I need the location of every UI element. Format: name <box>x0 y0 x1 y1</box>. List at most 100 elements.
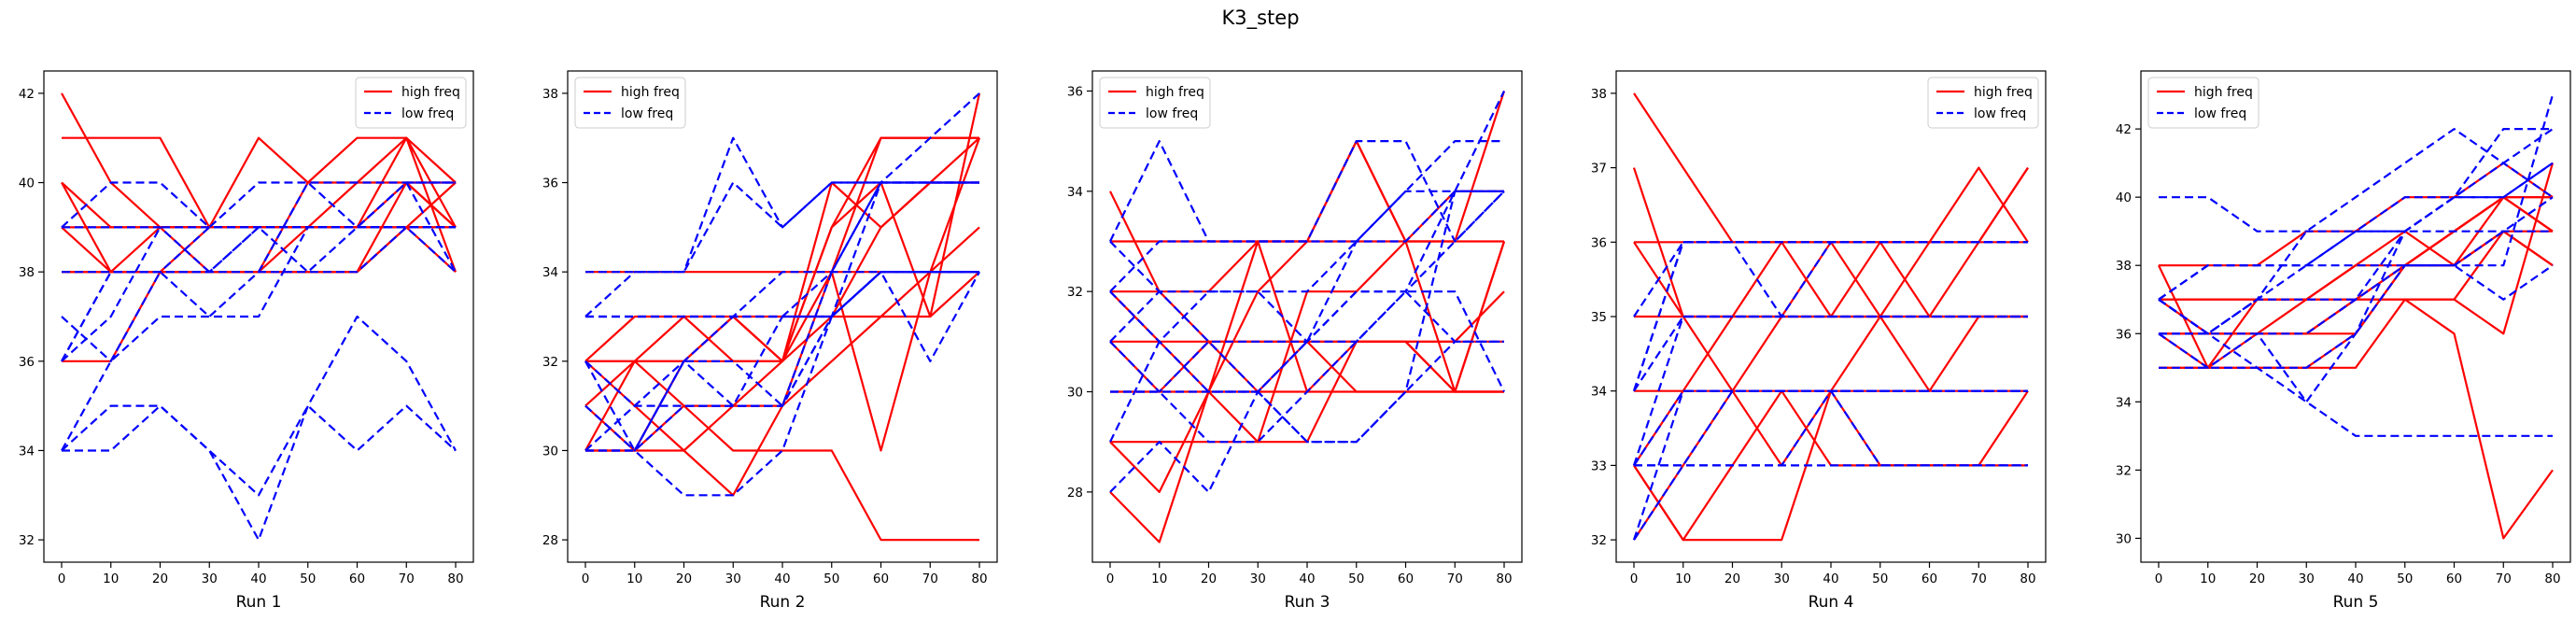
y-tick-label: 42 <box>2116 122 2132 137</box>
series-group <box>2158 94 2555 540</box>
low-freq-line-14 <box>61 226 456 362</box>
x-tick-label: 80 <box>2020 572 2035 586</box>
legend-box <box>2147 77 2259 129</box>
y-tick-label: 36 <box>1067 84 1083 99</box>
low-freq-line-18 <box>2159 162 2554 403</box>
x-tick-label: 20 <box>1201 572 1217 586</box>
x-tick-label: 40 <box>2347 572 2363 586</box>
y-tick-label: 32 <box>1067 285 1083 300</box>
x-axis-label: Run 1 <box>236 593 282 612</box>
low-freq-line-16 <box>1109 190 1504 444</box>
x-tick-label: 60 <box>1921 572 1937 586</box>
legend: high freq low freq <box>1927 77 2039 129</box>
x-tick-label: 30 <box>1774 572 1790 586</box>
legend-box <box>1927 77 2039 129</box>
x-tick-label: 20 <box>1724 572 1740 586</box>
x-tick-label: 80 <box>447 572 463 586</box>
legend: high freq low freq <box>574 77 686 129</box>
y-tick-label: 33 <box>1591 459 1607 473</box>
y-tick-label: 32 <box>19 533 35 548</box>
x-tick-label: 10 <box>1151 572 1167 586</box>
high-freq-line-9 <box>1109 140 1504 494</box>
x-tick-label: 20 <box>152 572 168 586</box>
y-tick-label: 36 <box>2116 327 2132 342</box>
series-group <box>584 92 981 542</box>
low-freq-line-19 <box>1109 190 1504 393</box>
low-freq-line-17 <box>2158 162 2554 335</box>
y-tick-label: 28 <box>542 533 558 548</box>
legend-box <box>355 77 467 129</box>
x-axis-label: Run 5 <box>2333 593 2379 612</box>
legend: high freq low freq <box>355 77 467 129</box>
x-tick-label: 40 <box>1823 572 1838 586</box>
high-freq-line-9 <box>1633 166 2029 541</box>
low-freq-line-12 <box>584 181 979 318</box>
series-group <box>61 92 457 542</box>
low-freq-line-15 <box>1109 340 1504 494</box>
low-freq-line-18 <box>1634 389 2028 467</box>
figure-title: K3_step <box>1221 7 1299 30</box>
y-tick-label: 34 <box>1067 185 1083 200</box>
y-tick-label: 28 <box>1067 486 1083 501</box>
x-tick-label: 20 <box>2249 572 2265 586</box>
series-group <box>1632 92 2029 542</box>
subplot-4: 0 10 20 30 40 50 60 70 80 32 33 34 35 36 37 38 Run 4 high… <box>1591 70 2047 612</box>
high-freq-line-10 <box>1109 240 1504 393</box>
low-freq-line-11 <box>2159 196 2553 233</box>
x-tick-label: 30 <box>2299 572 2315 586</box>
subplot-1: 0 10 20 30 40 50 60 70 80 32 34 36 38 40 42 Run 1 high f… <box>19 70 474 612</box>
low-freq-line-20 <box>585 271 979 318</box>
legend-high-label: high freq <box>401 85 460 100</box>
low-freq-line-13 <box>1109 191 1505 343</box>
low-freq-line-11 <box>61 181 456 229</box>
x-tick-label: 10 <box>626 572 642 586</box>
x-axis-label: Run 3 <box>1285 593 1330 612</box>
x-tick-label: 60 <box>1398 572 1414 586</box>
legend-high-label: high freq <box>1974 85 2033 100</box>
subplot-3: 0 10 20 30 40 50 60 70 80 28 30 32 34 36 Run 3 high fre… <box>1067 70 1523 612</box>
legend-low-label: low freq <box>621 106 673 121</box>
legend-high-label: high freq <box>1146 85 1204 100</box>
x-tick-label: 0 <box>2155 572 2163 586</box>
high-freq-line-5 <box>1109 340 1504 393</box>
y-tick-label: 34 <box>1591 385 1607 400</box>
panels: 0 10 20 30 40 50 60 70 80 32 34 36 38 40 42 Run 1 high f… <box>19 70 2571 612</box>
legend: high freq low freq <box>1099 77 1211 129</box>
low-freq-line-15 <box>61 404 457 497</box>
x-tick-label: 50 <box>823 572 839 586</box>
high-freq-line-8 <box>2158 196 2553 369</box>
low-freq-line-15 <box>2158 298 2553 437</box>
x-axis-label: Run 4 <box>1809 593 1854 612</box>
x-tick-label: 60 <box>873 572 889 586</box>
x-tick-label: 30 <box>725 572 741 586</box>
low-freq-line-18 <box>61 226 456 452</box>
legend-low-label: low freq <box>401 106 454 121</box>
low-freq-line-20 <box>61 226 456 362</box>
low-freq-line-15 <box>585 271 980 497</box>
x-tick-label: 70 <box>922 572 938 586</box>
high-freq-line-10 <box>585 181 979 362</box>
x-tick-label: 30 <box>202 572 218 586</box>
y-tick-label: 40 <box>19 176 35 191</box>
x-axis-label: Run 2 <box>760 593 806 612</box>
y-tick-label: 38 <box>542 87 558 102</box>
high-freq-line-1 <box>2159 162 2554 267</box>
x-tick-label: 0 <box>58 572 66 586</box>
x-tick-label: 70 <box>1447 572 1463 586</box>
high-freq-line-5 <box>62 136 457 274</box>
series-group <box>1109 91 1506 543</box>
y-tick-label: 34 <box>2116 395 2132 410</box>
high-freq-line-3 <box>1110 290 1504 343</box>
x-tick-label: 10 <box>1675 572 1691 586</box>
y-tick-label: 30 <box>2116 531 2132 546</box>
low-freq-line-19 <box>62 226 457 274</box>
low-freq-line-14 <box>2158 264 2554 369</box>
x-tick-label: 70 <box>399 572 415 586</box>
low-freq-line-18 <box>1109 91 1505 343</box>
y-tick-label: 32 <box>1591 533 1607 548</box>
high-freq-line-4 <box>1110 290 1505 343</box>
low-freq-line-19 <box>2159 196 2554 369</box>
x-tick-label: 40 <box>1299 572 1315 586</box>
legend-low-label: low freq <box>2194 106 2246 121</box>
